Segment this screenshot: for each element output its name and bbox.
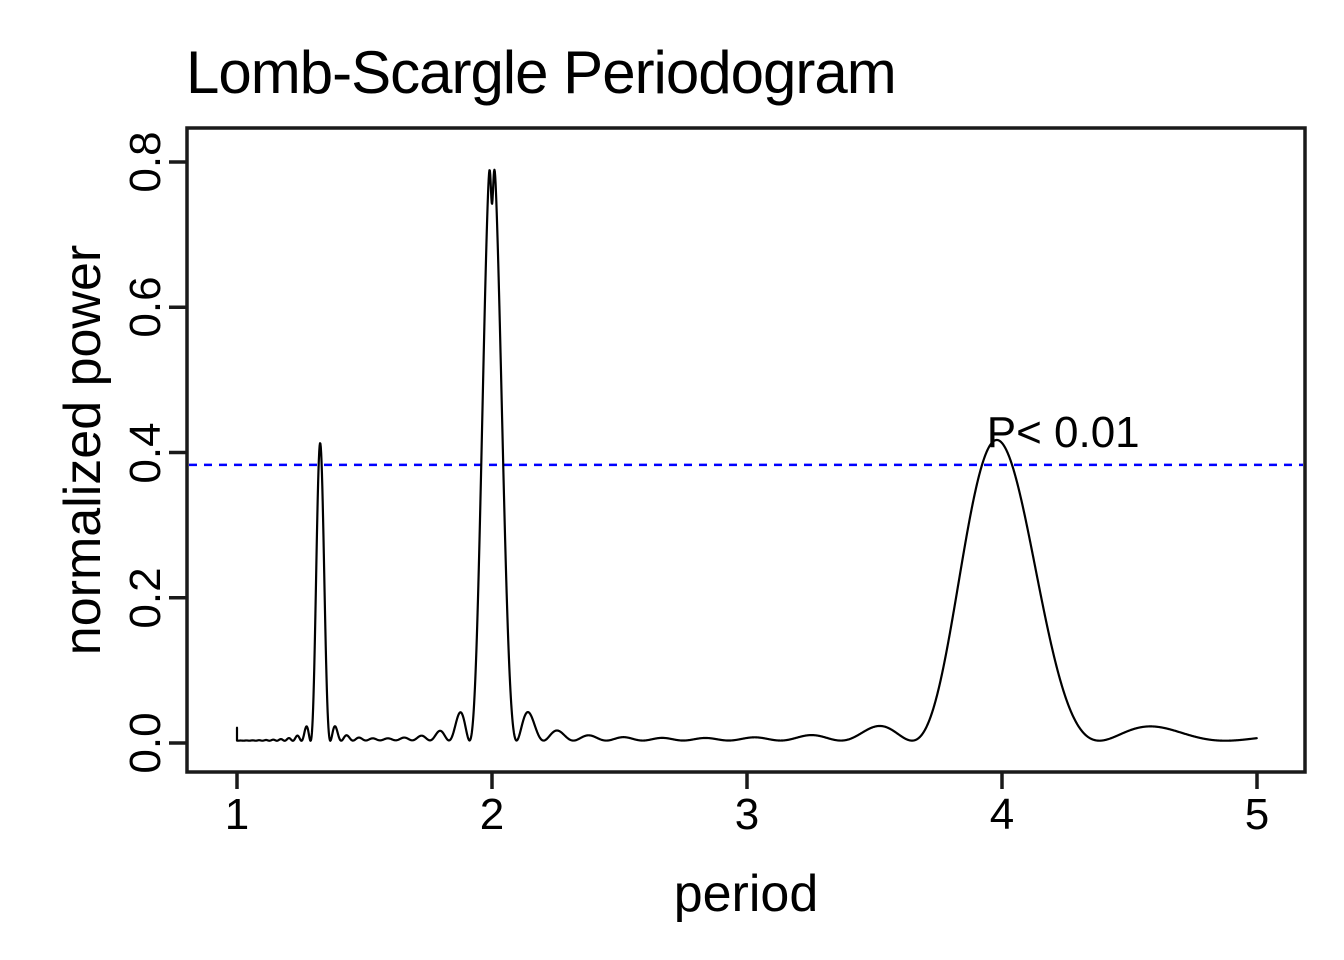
y-tick-label: 0.2: [121, 567, 170, 629]
periodogram-curve: [235, 168, 1258, 742]
significance-annotation: P< 0.01: [986, 407, 1140, 457]
chart-title: Lomb-Scargle Periodogram: [186, 39, 897, 106]
x-axis-label: period: [673, 865, 819, 923]
x-tick-label: 4: [989, 790, 1015, 839]
y-axis-label: normalized power: [54, 244, 112, 656]
x-tick-label: 3: [734, 790, 760, 839]
x-tick-label: 2: [479, 790, 505, 839]
y-tick-label: 0.8: [121, 131, 170, 193]
y-tick-label: 0.0: [121, 712, 170, 774]
curve-layer: [235, 168, 1258, 742]
x-tick-label: 1: [224, 790, 250, 839]
axis-layer: [169, 126, 1307, 789]
x-tick-label: 5: [1244, 790, 1270, 839]
y-tick-label: 0.4: [121, 421, 170, 484]
y-tick-label: 0.6: [121, 276, 170, 338]
